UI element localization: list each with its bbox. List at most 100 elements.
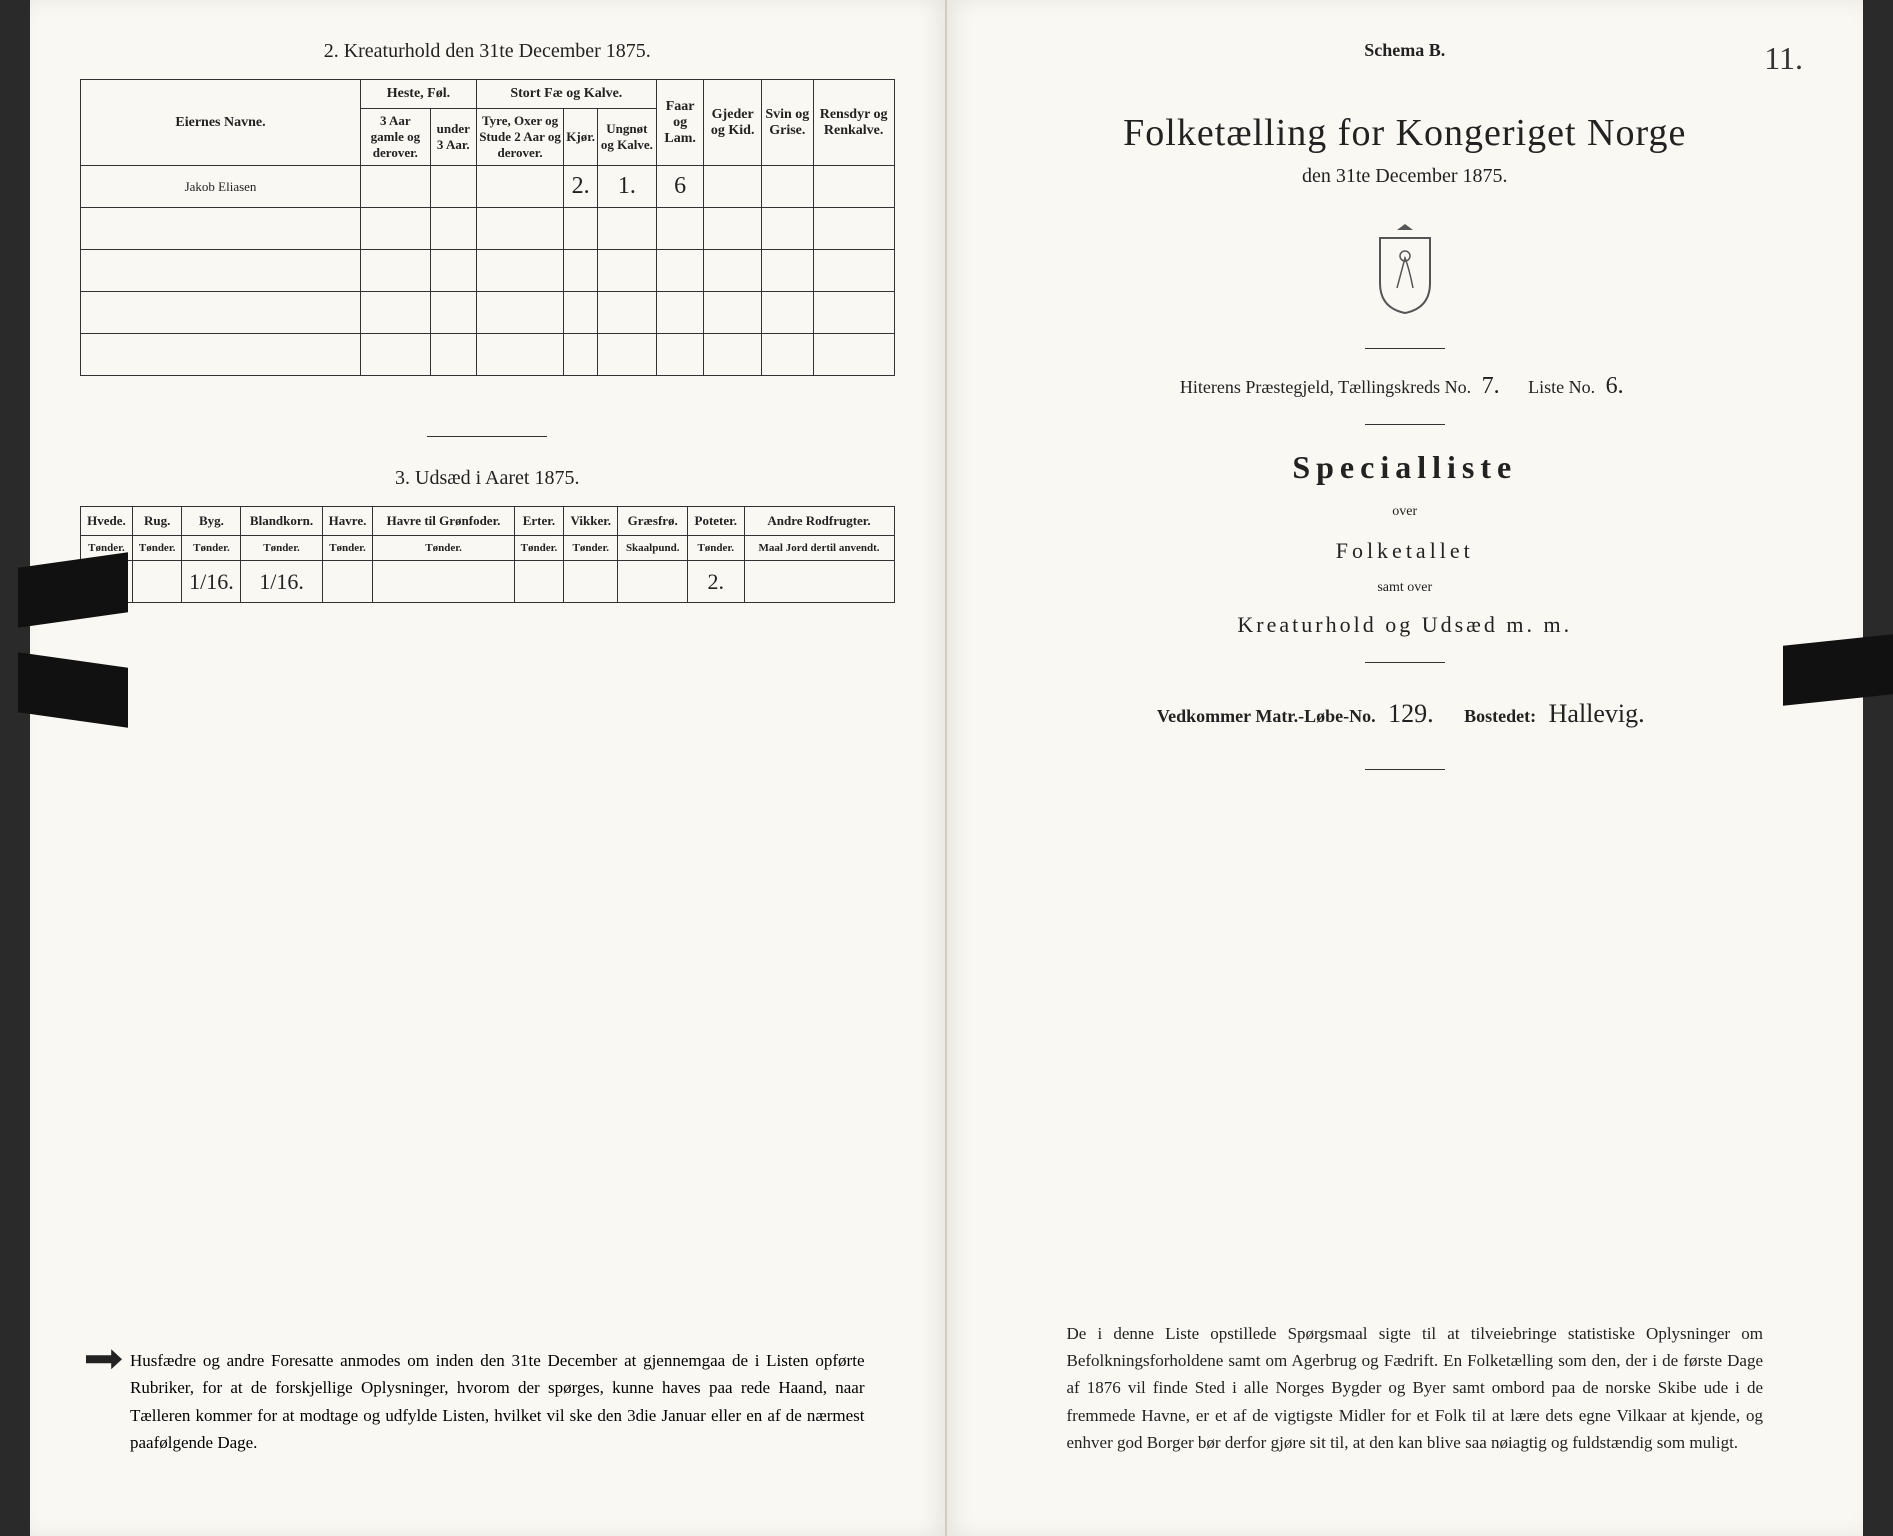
liste-label: Liste No. (1528, 377, 1595, 397)
col-h1: 3 Aar gamle og derover. (361, 109, 431, 166)
right-footer-text: De i denne Liste opstillede Spørgsmaal s… (1067, 1320, 1764, 1456)
bostedet-label: Bostedet: (1464, 706, 1536, 726)
col-header: Havre til Grønfoder. (373, 507, 514, 536)
samt-label: samt over (997, 580, 1814, 596)
col-rensdyr: Rensdyr og Renkalve. (813, 80, 894, 166)
table-row: Jakob Eliasen2.1.6 (81, 166, 895, 208)
col-h2: under 3 Aar. (430, 109, 476, 166)
cell (361, 250, 431, 292)
owner-name: Jakob Eliasen (81, 166, 361, 208)
cell (813, 208, 894, 250)
kreaturhold-table: Eiernes Navne. Heste, Føl. Stort Fæ og K… (80, 79, 895, 376)
cell (361, 292, 431, 334)
cell (656, 334, 704, 376)
book-spread: 2. Kreaturhold den 31te December 1875. E… (30, 0, 1863, 1536)
col-header: Græsfrø. (618, 507, 688, 536)
crest-icon (1365, 218, 1445, 318)
col-header: Rug. (132, 507, 181, 536)
cell (761, 334, 813, 376)
col-unit: Tønder. (564, 536, 618, 561)
cell (476, 250, 563, 292)
cell (430, 292, 476, 334)
table-row (81, 208, 895, 250)
section2-title: 2. Kreaturhold den 31te December 1875. (80, 40, 895, 63)
col-unit: Skaalpund. (618, 536, 688, 561)
cell (813, 166, 894, 208)
left-footer-text: Husfædre og andre Foresatte anmodes om i… (130, 1351, 865, 1452)
cell (704, 250, 761, 292)
specialliste-heading: Specialliste (997, 449, 1814, 486)
left-page: 2. Kreaturhold den 31te December 1875. E… (30, 0, 947, 1536)
col-name: Eiernes Navne. (81, 80, 361, 166)
owner-name (81, 292, 361, 334)
cell: 1. (598, 166, 657, 208)
col-svin: Svin og Grise. (761, 80, 813, 166)
owner-name (81, 334, 361, 376)
col-s1: Tyre, Oxer og Stude 2 Aar og derover. (476, 109, 563, 166)
udsaed-table: Hvede.Rug.Byg.Blandkorn.Havre.Havre til … (80, 506, 895, 603)
col-unit: Tønder. (514, 536, 563, 561)
right-page: 11. Schema B. Folketælling for Kongerige… (947, 0, 1864, 1536)
col-heste: Heste, Føl. (361, 80, 477, 109)
cell (704, 292, 761, 334)
col-header: Andre Rodfrugter. (744, 507, 894, 536)
col-header: Byg. (182, 507, 241, 536)
col-header: Blandkorn. (241, 507, 322, 536)
matr-no: 129. (1380, 699, 1442, 728)
cell (430, 208, 476, 250)
cell (813, 334, 894, 376)
table-row (81, 334, 895, 376)
region-line: Hiterens Præstegjeld, Tællingskreds No. … (997, 373, 1814, 400)
cell: 6 (656, 166, 704, 208)
cell (564, 250, 598, 292)
divider (1365, 769, 1445, 770)
table-row (81, 292, 895, 334)
cell (598, 208, 657, 250)
col-unit: Maal Jord dertil anvendt. (744, 536, 894, 561)
cell (598, 292, 657, 334)
divider (1365, 662, 1445, 663)
cell (656, 292, 704, 334)
owner-name (81, 250, 361, 292)
cell (132, 561, 181, 603)
cell (514, 561, 563, 603)
folketallet-heading: Folketallet (997, 538, 1814, 564)
owner-name (81, 208, 361, 250)
cell (361, 334, 431, 376)
main-title: Folketælling for Kongeriget Norge (997, 111, 1814, 155)
col-unit: Tønder. (373, 536, 514, 561)
cell (564, 292, 598, 334)
cell (656, 250, 704, 292)
cell (704, 166, 761, 208)
cell (430, 250, 476, 292)
kreatur-heading: Kreaturhold og Udsæd m. m. (997, 612, 1814, 638)
bostedet-value: Hallevig. (1541, 699, 1653, 728)
cell (361, 208, 431, 250)
col-header: Poteter. (688, 507, 744, 536)
binder-clip-icon (1783, 634, 1893, 706)
col-unit: Tønder. (322, 536, 373, 561)
page-number: 11. (1764, 40, 1803, 77)
cell (761, 166, 813, 208)
kreds-no: 7. (1476, 373, 1506, 399)
col-header: Erter. (514, 507, 563, 536)
vedkommer-label: Vedkommer Matr.-Løbe-No. (1157, 706, 1376, 726)
cell (564, 561, 618, 603)
divider (1365, 424, 1445, 425)
cell (476, 292, 563, 334)
col-unit: Tønder. (241, 536, 322, 561)
cell: 1/16. (182, 561, 241, 603)
col-header: Vikker. (564, 507, 618, 536)
cell (598, 334, 657, 376)
col-stort: Stort Fæ og Kalve. (476, 80, 656, 109)
cell: 2. (688, 561, 744, 603)
table-row (81, 250, 895, 292)
cell (373, 561, 514, 603)
cell (564, 208, 598, 250)
cell (564, 334, 598, 376)
cell (361, 166, 431, 208)
col-s3: Ungnøt og Kalve. (598, 109, 657, 166)
col-unit: Tønder. (132, 536, 181, 561)
col-s2: Kjør. (564, 109, 598, 166)
cell (656, 208, 704, 250)
